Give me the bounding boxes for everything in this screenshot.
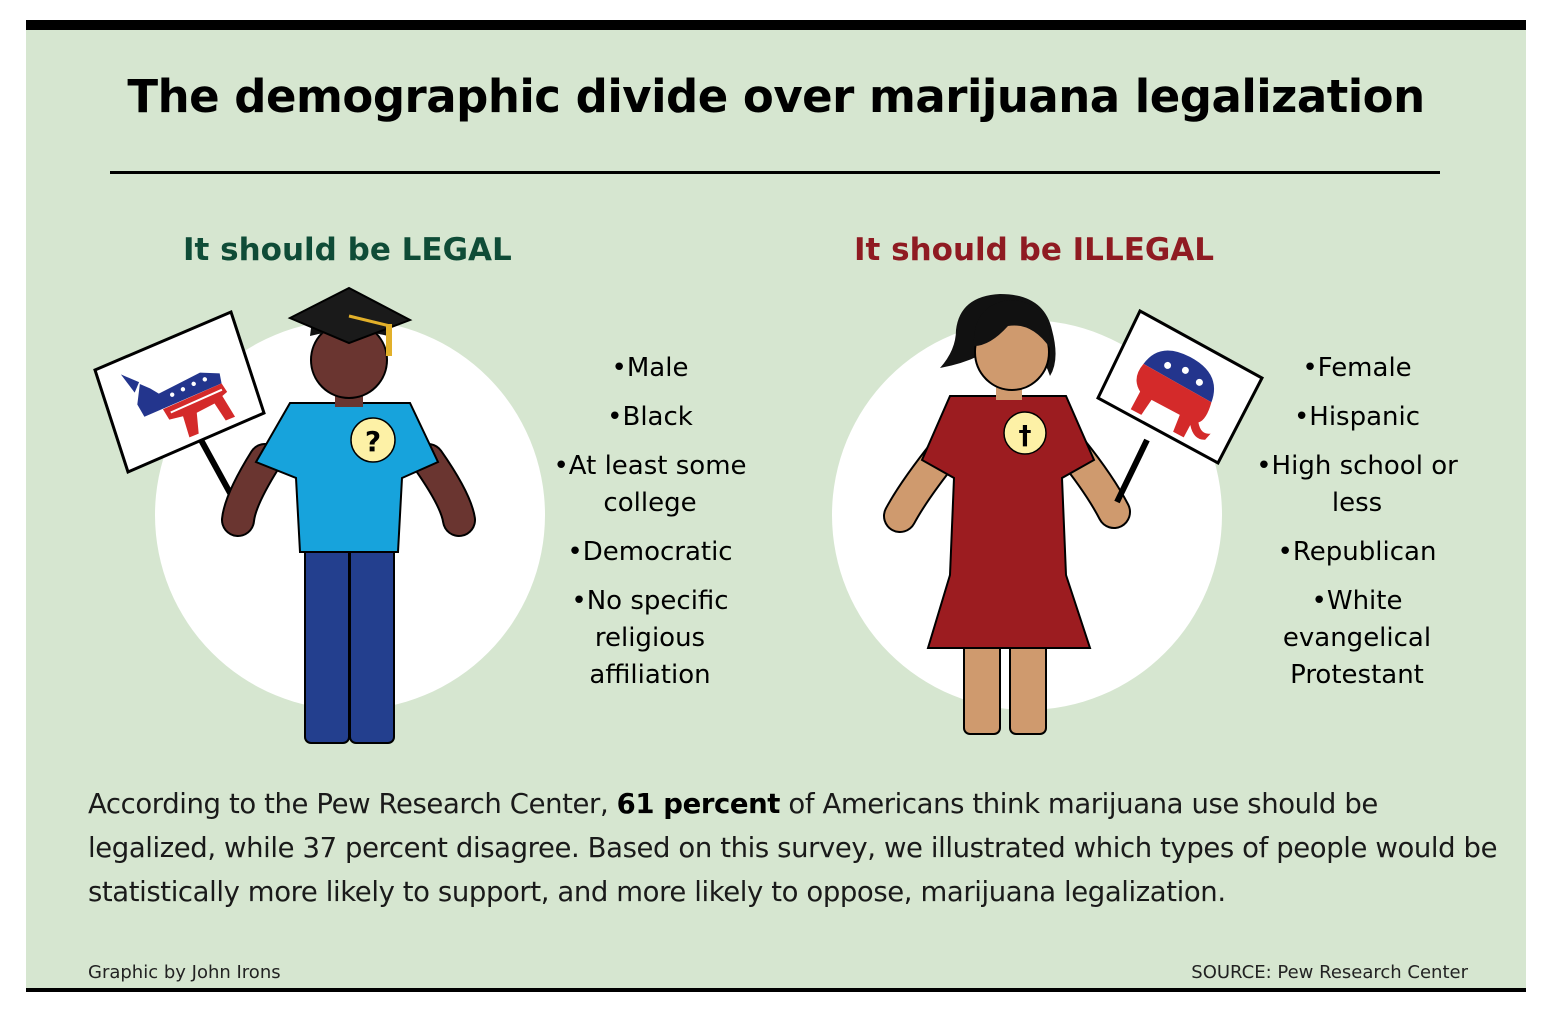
legal-heading: It should be LEGAL <box>183 232 512 268</box>
illegal-traits-list: Female Hispanic High school or less Repu… <box>1250 350 1464 706</box>
list-item: No specific religious affiliation <box>540 583 760 694</box>
title-divider <box>110 171 1440 174</box>
list-item: Democratic <box>540 534 760 571</box>
list-item: Male <box>540 350 760 387</box>
source-credit: SOURCE: Pew Research Center <box>1191 962 1468 983</box>
body-paragraph: According to the Pew Research Center, 61… <box>88 782 1508 914</box>
list-item: Black <box>540 399 760 436</box>
list-item: Female <box>1250 350 1464 387</box>
republican-sign <box>1096 308 1265 466</box>
list-item: Hispanic <box>1250 399 1464 436</box>
shirt-badge <box>350 417 396 463</box>
question-mark-icon: ? <box>365 425 381 458</box>
page-title: The demographic divide over marijuana le… <box>127 70 1425 123</box>
body-text-rest: of Americans think marijuana use should … <box>88 788 1498 908</box>
graphic-credit: Graphic by John Irons <box>88 962 281 983</box>
list-item: White evangelical Protestant <box>1250 583 1464 694</box>
body-text-intro: According to the Pew Research Center, <box>88 788 617 820</box>
democrat-sign <box>93 309 266 475</box>
body-highlight: 61 percent <box>616 788 781 820</box>
graduation-cap-icon <box>287 286 413 356</box>
list-item: High school or less <box>1250 448 1464 522</box>
list-item: At least some college <box>540 448 760 522</box>
shirt-badge <box>1003 411 1047 455</box>
democrat-donkey-icon <box>120 372 236 438</box>
woman-figure: † <box>883 294 1265 735</box>
legal-traits-list: Male Black At least some college Democra… <box>540 350 760 706</box>
cross-icon: † <box>1019 421 1032 451</box>
sign-pole <box>1114 438 1150 504</box>
man-figure: ? <box>93 286 476 744</box>
list-item: Republican <box>1250 534 1464 571</box>
illegal-heading: It should be ILLEGAL <box>854 232 1215 268</box>
republican-elephant-icon <box>1130 350 1215 440</box>
